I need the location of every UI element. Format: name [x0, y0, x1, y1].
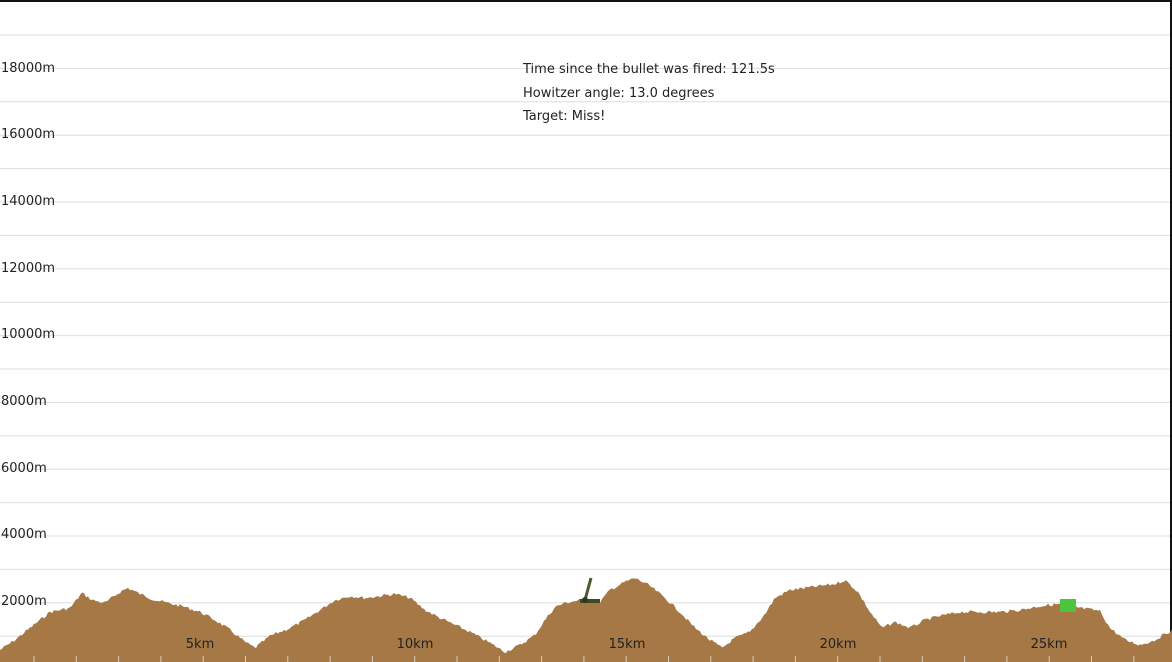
x-axis-label: 15km — [609, 637, 646, 652]
howitzer-icon — [580, 577, 600, 603]
y-axis-label: 8000m — [1, 394, 47, 409]
time-since-fired: Time since the bullet was fired: 121.5s — [523, 62, 775, 77]
y-axis-label: 16000m — [1, 127, 55, 142]
y-axis-labels: 2000m 4000m 6000m 8000m 10000m 12000m 14000m 16… — [1, 61, 55, 609]
y-axis-label: 10000m — [1, 327, 55, 342]
y-axis-label: 18000m — [1, 61, 55, 76]
howitzer-angle: Howitzer angle: 13.0 degrees — [523, 85, 715, 101]
info-panel: Time since the bullet was fired: 121.5s … — [523, 58, 775, 129]
x-axis-ticks — [33, 656, 1135, 662]
top-border — [0, 0, 1172, 2]
target-marker-icon — [1060, 599, 1076, 612]
x-axis-label: 10km — [397, 637, 434, 652]
grid-lines — [0, 34, 1170, 637]
y-axis-label: 2000m — [1, 594, 47, 609]
y-axis-label: 12000m — [1, 261, 55, 276]
target-status: Target: Miss! — [523, 109, 606, 124]
y-axis-label: 4000m — [1, 527, 47, 542]
right-border — [1170, 0, 1172, 662]
y-axis-label: 6000m — [1, 461, 47, 476]
x-axis-label: 25km — [1031, 637, 1068, 652]
y-axis-label: 14000m — [1, 194, 55, 209]
terrain — [0, 578, 1172, 662]
x-axis-label: 5km — [186, 637, 214, 652]
x-axis-labels: 5km 10km 15km 20km 25km — [186, 637, 1068, 652]
x-axis-label: 20km — [820, 637, 857, 652]
